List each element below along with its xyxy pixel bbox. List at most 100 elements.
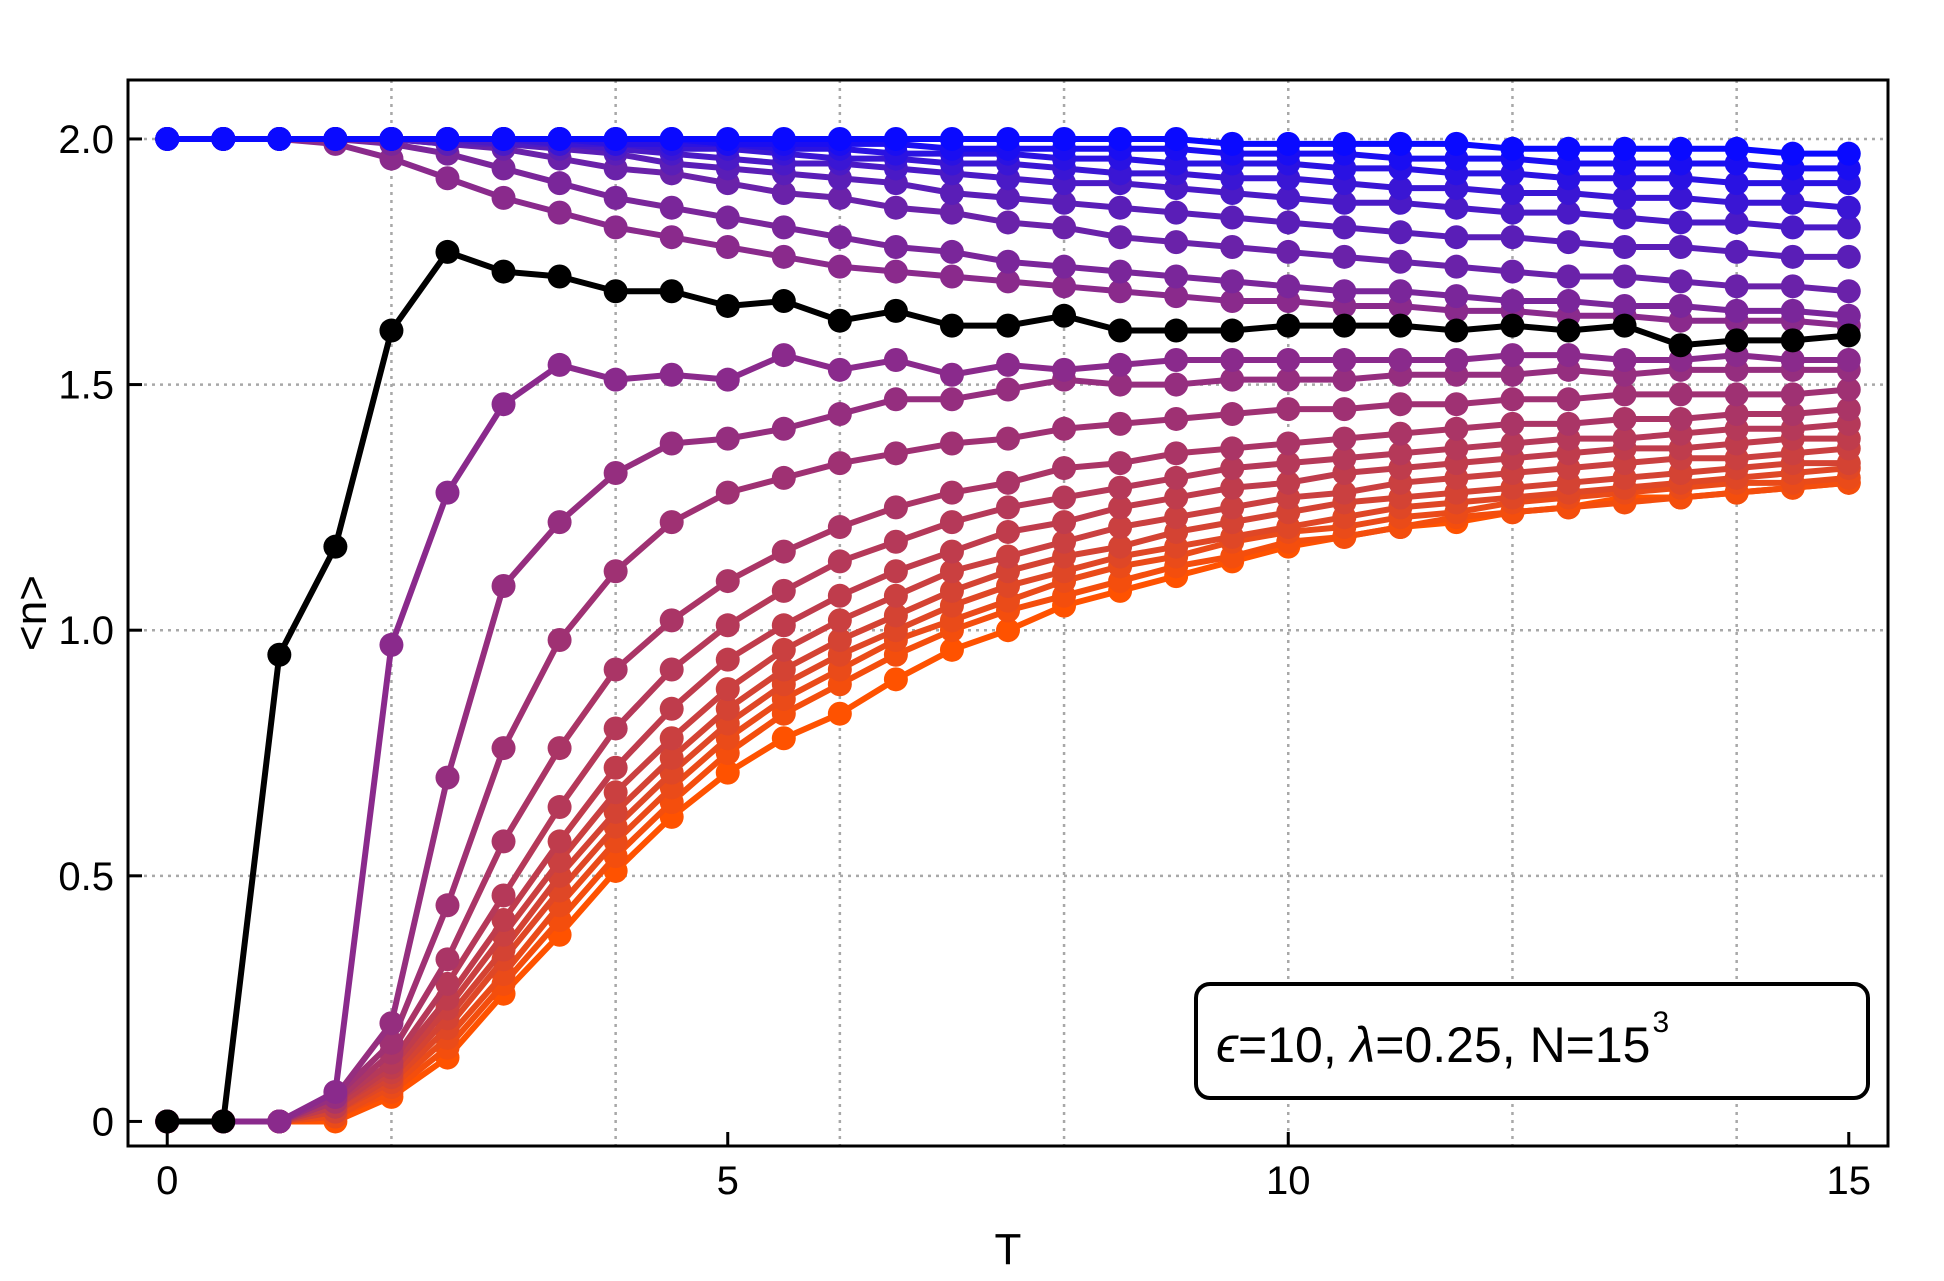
data-point [1276, 239, 1301, 264]
data-point [1276, 274, 1301, 299]
data-point [1556, 387, 1581, 412]
data-point [1444, 225, 1469, 250]
data-point [715, 235, 740, 260]
data-point [771, 126, 796, 151]
data-point [1332, 397, 1357, 422]
data-point [939, 200, 964, 225]
data-point [1556, 411, 1581, 436]
data-point [1164, 126, 1189, 151]
data-point [659, 225, 684, 250]
data-point [547, 352, 572, 377]
data-point [1668, 406, 1693, 431]
data-point [1780, 190, 1805, 215]
data-point [1276, 367, 1301, 392]
data-point [379, 126, 404, 151]
x-tick-label: 5 [717, 1159, 739, 1203]
data-point [827, 701, 852, 726]
data-point [1220, 456, 1245, 481]
data-point [1108, 318, 1133, 343]
data-point [547, 736, 572, 761]
data-point [1388, 249, 1413, 274]
data-point [827, 451, 852, 476]
data-point [1052, 529, 1077, 554]
data-point [603, 657, 628, 682]
data-point [491, 736, 516, 761]
data-point [771, 539, 796, 564]
data-point [659, 279, 684, 304]
data-point [1108, 259, 1133, 284]
data-point [1108, 372, 1133, 397]
data-point [1108, 279, 1133, 304]
data-point [1500, 313, 1525, 338]
x-axis-label: T [995, 1225, 1022, 1274]
data-point [996, 313, 1020, 338]
data-point [1388, 348, 1413, 373]
data-point [1724, 328, 1749, 353]
data-point [771, 726, 796, 751]
data-point [996, 352, 1020, 377]
data-point [1108, 225, 1133, 250]
data-point [1388, 441, 1413, 466]
data-point [1108, 126, 1133, 151]
data-point [435, 947, 460, 972]
y-tick-label: 2.0 [58, 118, 114, 162]
x-tick-label: 10 [1266, 1159, 1311, 1203]
data-point [491, 259, 516, 284]
data-point [1724, 402, 1749, 427]
data-point [771, 244, 796, 269]
data-point [1836, 279, 1861, 304]
data-point [1668, 210, 1693, 235]
data-point [659, 745, 684, 770]
data-point [1388, 313, 1413, 338]
data-point [1052, 215, 1077, 240]
data-point [603, 755, 628, 780]
data-point [379, 632, 404, 657]
data-point [1612, 426, 1637, 451]
annotation-text: ϵ=10, λ=0.25, N=15 [1216, 1017, 1651, 1073]
data-point [1108, 534, 1133, 559]
data-point [1444, 195, 1469, 220]
data-point [827, 402, 852, 427]
data-point [1164, 318, 1189, 343]
data-point [1780, 244, 1805, 269]
data-point [1500, 180, 1525, 205]
data-point [939, 539, 964, 564]
data-point [939, 387, 964, 412]
data-point [883, 667, 908, 692]
data-point [1108, 475, 1133, 500]
data-point [1836, 215, 1861, 240]
data-point [435, 166, 460, 191]
data-point [1724, 171, 1749, 196]
data-point [1052, 254, 1077, 279]
data-point [1276, 313, 1301, 338]
data-point [827, 549, 852, 574]
data-point [883, 195, 908, 220]
data-point [267, 642, 292, 667]
data-point [1780, 298, 1805, 323]
data-point [1332, 131, 1357, 156]
data-point [659, 126, 684, 151]
data-point [1164, 284, 1189, 309]
data-point [1276, 397, 1301, 422]
data-point [379, 1030, 404, 1055]
data-point [1052, 485, 1077, 510]
data-point [1164, 505, 1189, 530]
data-point [1388, 392, 1413, 417]
plot-series [155, 126, 1861, 1134]
data-point [1164, 200, 1189, 225]
data-point [1164, 441, 1189, 466]
data-point [1780, 328, 1805, 353]
lower-series [155, 426, 1861, 1134]
data-point [1500, 289, 1525, 314]
data-point [603, 799, 628, 824]
data-point [996, 495, 1020, 520]
x-tick-label: 0 [156, 1159, 178, 1203]
data-point [1052, 190, 1077, 215]
data-point [827, 357, 852, 382]
data-point [827, 225, 852, 250]
data-point [827, 185, 852, 210]
data-point [323, 126, 348, 151]
highlighted-series [155, 239, 1861, 1134]
data-point [1556, 289, 1581, 314]
data-point [715, 760, 740, 785]
